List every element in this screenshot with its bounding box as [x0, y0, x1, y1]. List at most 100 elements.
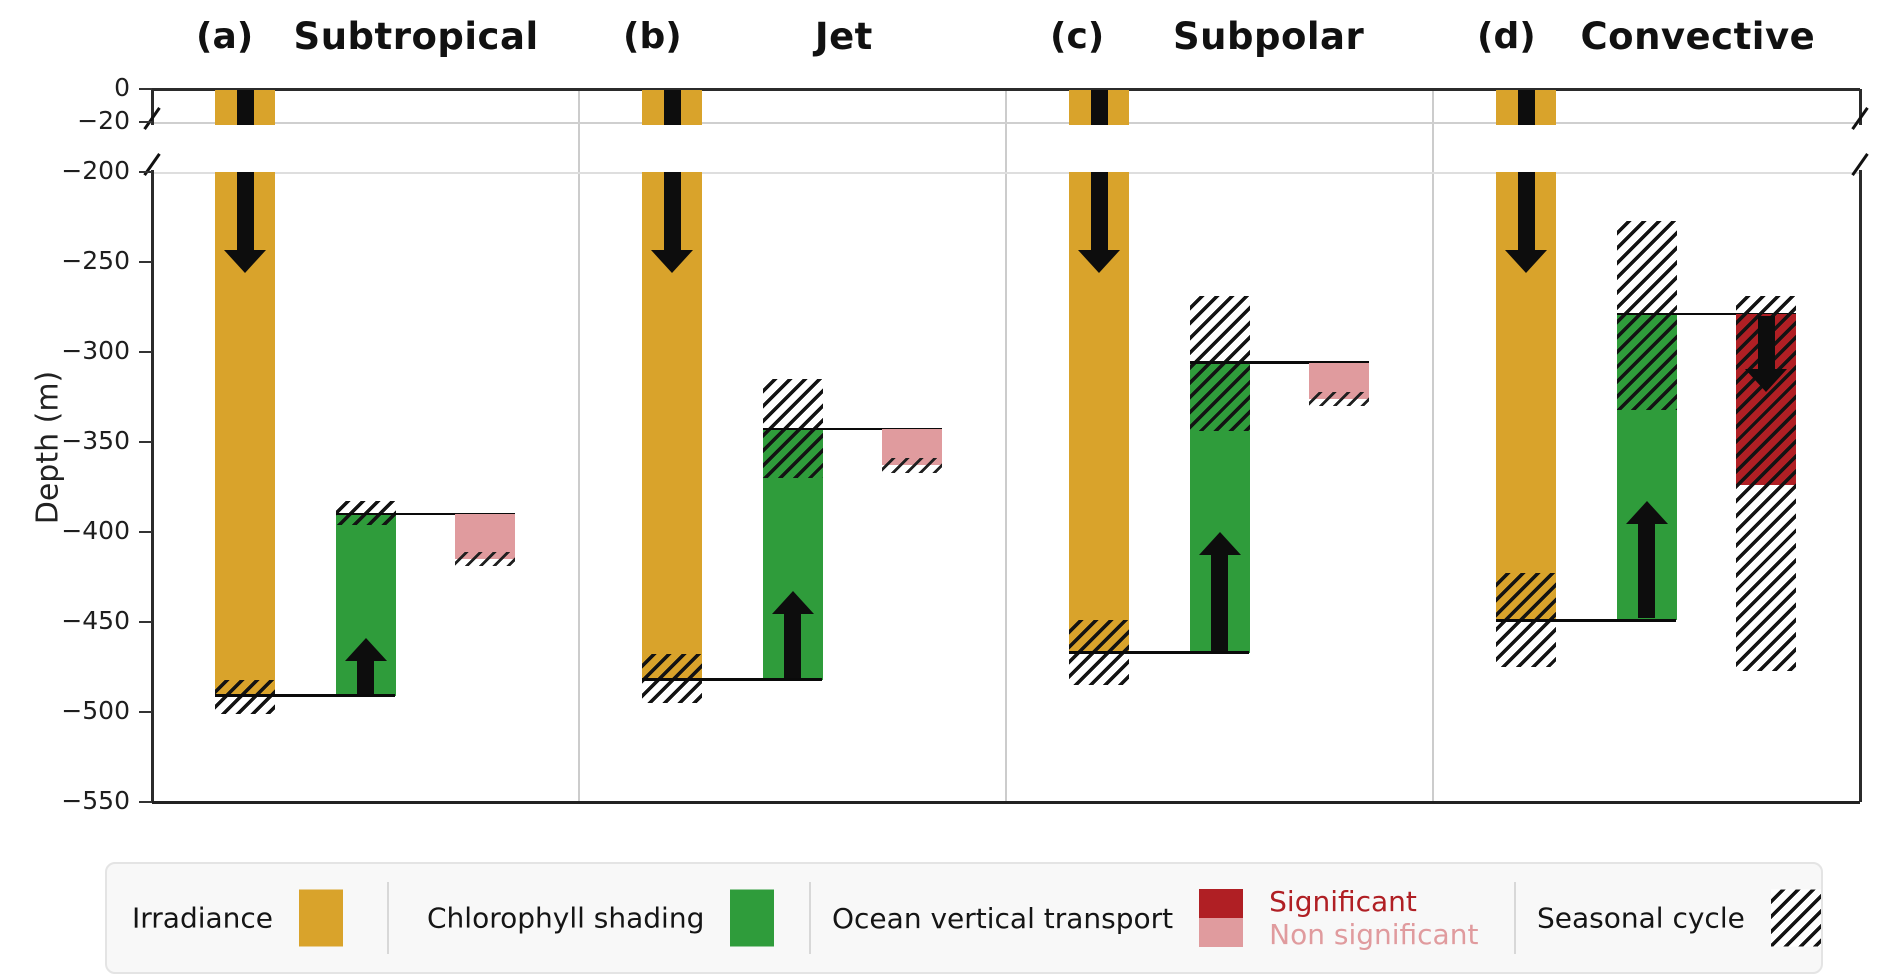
panel-title-a: (a) Subtropical	[152, 10, 579, 62]
upwelling-chlorophyll-arrow-icon	[344, 638, 387, 662]
transport-edge-hatch	[882, 458, 943, 473]
panel-separator	[1005, 91, 1007, 802]
upwelling-chlorophyll-arrow-icon	[1198, 532, 1241, 555]
upwelling-chlorophyll-arrow-shaft	[1211, 554, 1228, 651]
tick-mark	[139, 531, 152, 534]
mld-line	[642, 678, 823, 682]
tick-label: −200	[61, 156, 130, 185]
minus20-gridline	[152, 122, 1860, 124]
seasonal-cycle-swatch-icon	[1770, 889, 1821, 947]
legend-label: Irradiance	[132, 901, 274, 935]
tick-mark	[139, 88, 152, 91]
downwelling-transport-arrow-icon	[1745, 368, 1788, 392]
panel-name: Subpolar	[1172, 14, 1365, 58]
legend: Irradiance Chlorophyll shading Ocean ver…	[105, 862, 1823, 974]
tick-label: −550	[61, 786, 130, 815]
legend-divider	[809, 882, 811, 954]
legend-item-irradiance: Irradiance	[132, 889, 344, 947]
irradiance-surface-arrow-shaft	[1091, 90, 1109, 125]
legend-label: Chlorophyll shading	[427, 901, 705, 935]
downwelling-irradiance-arrow-shaft	[1517, 172, 1535, 250]
non-significant-swatch-icon	[1199, 918, 1244, 947]
mld-line	[215, 694, 396, 698]
legend-divider	[387, 882, 389, 954]
legend-divider	[1514, 882, 1516, 954]
irradiance-swatch-icon	[299, 889, 344, 947]
left-axis-spine	[151, 89, 154, 125]
tick-mark	[139, 621, 152, 624]
tick-mark	[139, 801, 152, 804]
tick-label: −500	[61, 696, 130, 725]
panel-separator	[578, 91, 580, 802]
transport-edge-hatch	[1309, 391, 1370, 406]
tick-mark	[139, 171, 152, 174]
irradiance-surface-arrow-shaft	[1518, 90, 1536, 125]
depth-horizon-line	[762, 427, 943, 431]
panel-tag: (b)	[623, 15, 682, 57]
right-axis-spine	[1859, 170, 1862, 802]
tick-mark	[139, 711, 152, 714]
depth-horizon-line	[335, 512, 516, 516]
panel-title-b: (b) Jet	[579, 10, 1006, 62]
significant-label: Significant	[1269, 885, 1417, 918]
tick-label: −300	[61, 336, 130, 365]
panel-separator	[1432, 91, 1434, 802]
irradiance-surface-arrow-shaft	[664, 90, 682, 125]
tick-label: −400	[61, 516, 130, 545]
tick-label: −350	[61, 426, 130, 455]
tick-mark	[139, 351, 152, 354]
panel-name: Jet	[814, 14, 873, 58]
tick-label: −20	[77, 106, 130, 135]
legend-item-transport: Ocean vertical transport Significant Non…	[832, 885, 1478, 951]
surface-axis-spine	[152, 88, 1860, 91]
downwelling-irradiance-arrow-shaft	[1090, 172, 1108, 250]
legend-item-seasonal-cycle: Seasonal cycle	[1537, 889, 1821, 947]
transport-swatch-icon	[1199, 889, 1244, 947]
panel-title-d: (d) Convective	[1433, 10, 1860, 62]
legend-label: Seasonal cycle	[1537, 901, 1745, 935]
main-top-gridline	[152, 172, 1860, 174]
depth-horizon-line	[1189, 361, 1370, 364]
tick-label: −250	[61, 246, 130, 275]
tick-label: −450	[61, 606, 130, 635]
transport-edge-hatch	[455, 551, 516, 567]
upwelling-chlorophyll-arrow-icon	[1625, 501, 1668, 525]
panel-tag: (d)	[1477, 15, 1536, 57]
downwelling-irradiance-arrow-icon	[1505, 249, 1548, 273]
mld-line	[1069, 651, 1250, 655]
panel-title-c: (c) Subpolar	[1006, 10, 1433, 62]
downwelling-transport-arrow-shaft	[1757, 316, 1775, 369]
bottom-axis-spine	[152, 801, 1860, 804]
panel-tag: (a)	[196, 15, 254, 57]
upwelling-chlorophyll-arrow-icon	[771, 591, 814, 615]
tick-label: 0	[114, 73, 130, 102]
irradiance-surface-arrow-shaft	[237, 90, 255, 125]
downwelling-irradiance-arrow-shaft	[663, 172, 681, 250]
upwelling-chlorophyll-arrow-shaft	[784, 613, 801, 678]
panel-tag: (c)	[1050, 15, 1105, 57]
mld-line	[1496, 618, 1677, 622]
tick-mark	[139, 441, 152, 444]
legend-label: Ocean vertical transport	[832, 901, 1174, 935]
right-axis-spine	[1859, 89, 1862, 125]
downwelling-irradiance-arrow-shaft	[236, 172, 254, 250]
chlorophyll-swatch-icon	[730, 889, 775, 947]
downwelling-irradiance-arrow-icon	[224, 249, 267, 273]
upwelling-chlorophyll-arrow-shaft	[1638, 523, 1655, 619]
panel-name: Convective	[1580, 14, 1816, 58]
panel-name: Subtropical	[293, 14, 539, 58]
tick-mark	[139, 261, 152, 264]
significance-labels: Significant Non significant	[1269, 885, 1478, 951]
tick-mark	[139, 121, 152, 124]
significant-swatch-icon	[1199, 889, 1244, 918]
depth-horizon-line	[1616, 312, 1797, 316]
downwelling-irradiance-arrow-icon	[1078, 249, 1121, 273]
upwelling-chlorophyll-arrow-shaft	[357, 660, 374, 694]
transport-bar	[455, 514, 516, 559]
downwelling-irradiance-arrow-icon	[651, 249, 694, 273]
left-axis-spine	[151, 170, 154, 802]
legend-item-chlorophyll: Chlorophyll shading	[427, 889, 775, 947]
non-significant-label: Non significant	[1269, 918, 1479, 951]
